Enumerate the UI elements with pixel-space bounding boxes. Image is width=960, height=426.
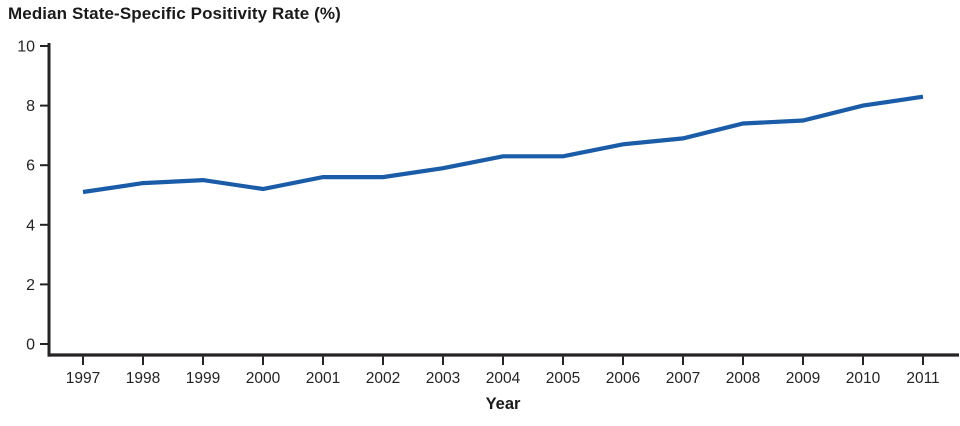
x-tick-label: 2006 — [606, 370, 640, 387]
y-tick-label: 6 — [26, 158, 35, 175]
data-line-median-positivity — [82, 94, 924, 195]
x-axis-title: Year — [486, 395, 521, 413]
x-tick-label: 2000 — [246, 370, 281, 387]
x-tick-label: 2002 — [366, 370, 400, 387]
y-tick-label: 8 — [26, 98, 35, 115]
chart-title: Median State-Specific Positivity Rate (%… — [8, 4, 341, 23]
x-tick-label: 1998 — [126, 370, 160, 387]
x-tick-label: 2011 — [906, 370, 939, 387]
y-tick-label: 2 — [26, 277, 35, 294]
y-tick-label: 0 — [26, 337, 35, 354]
x-tick-label: 1999 — [186, 370, 220, 387]
x-tick-label: 2005 — [546, 370, 580, 387]
x-tick-label: 2003 — [426, 370, 460, 387]
x-tick-label: 2001 — [306, 370, 340, 387]
x-tick-label: 2009 — [786, 370, 820, 387]
y-tick-label: 4 — [26, 217, 35, 234]
x-tick-label: 2010 — [846, 370, 881, 387]
x-tick-label: 2008 — [726, 370, 760, 387]
x-tick-label: 2004 — [486, 370, 521, 387]
x-tick-label: 1997 — [66, 370, 100, 387]
y-tick-label: 10 — [17, 39, 35, 56]
x-tick-label: 2007 — [666, 370, 700, 387]
